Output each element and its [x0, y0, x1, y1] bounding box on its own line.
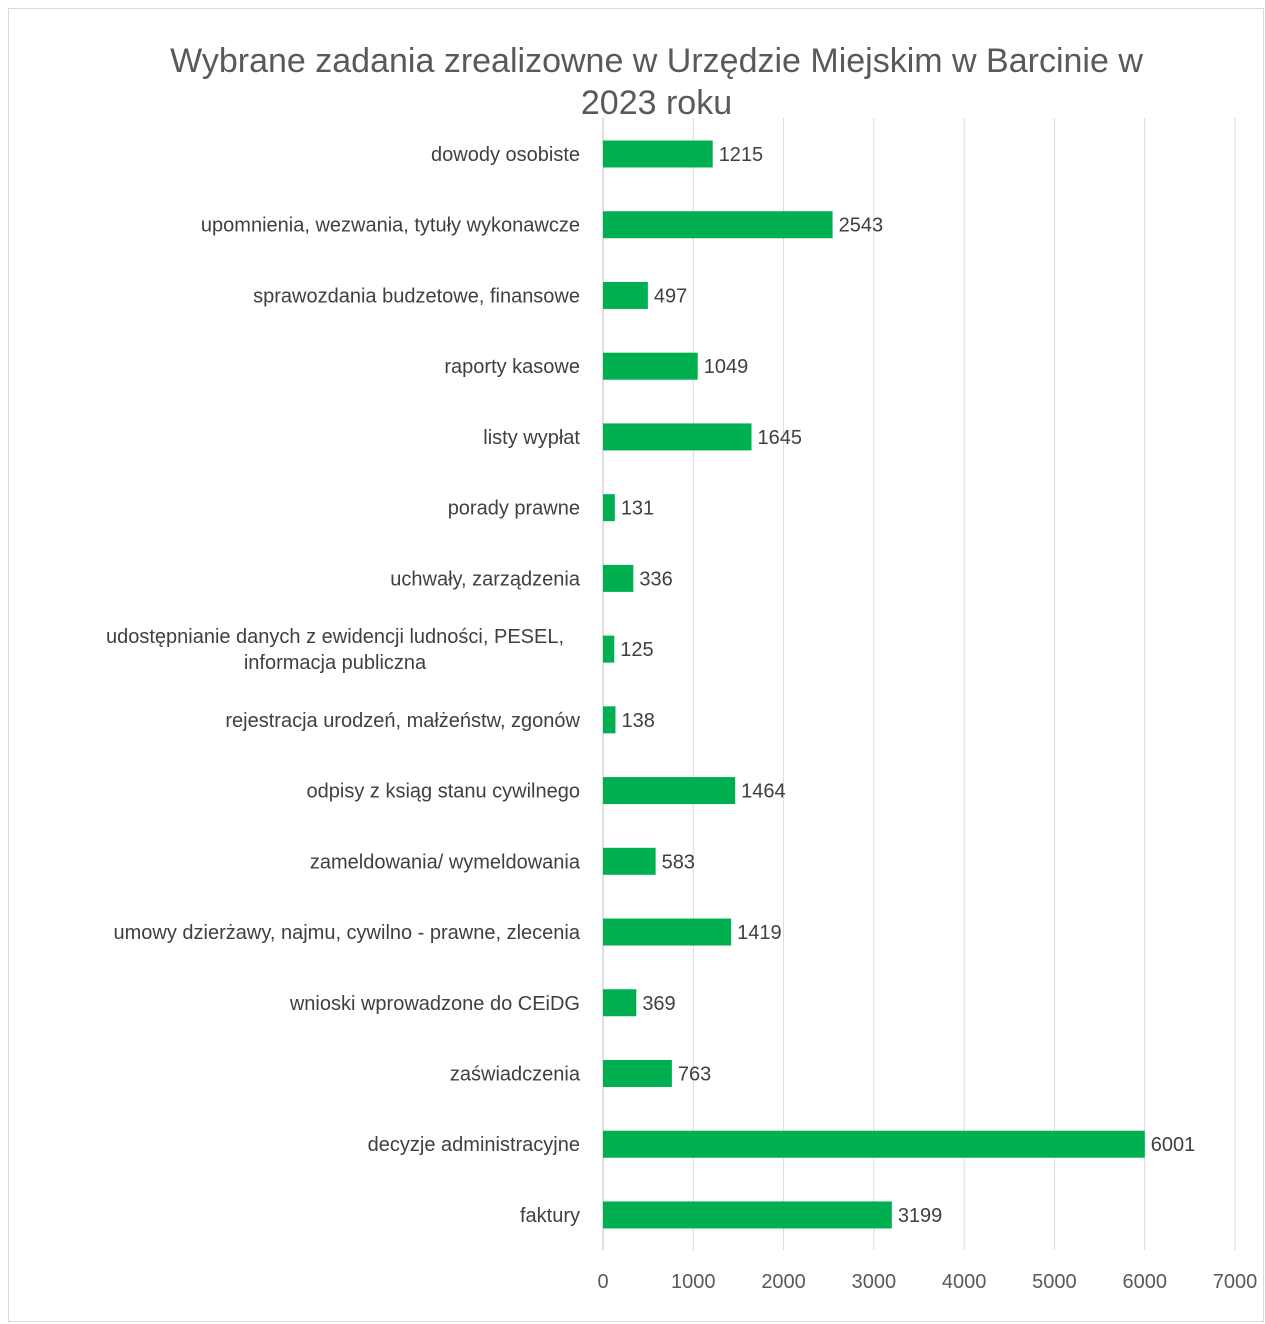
bar [603, 352, 698, 380]
data-label: 1419 [737, 922, 782, 944]
category-label: odpisy z ksiąg stanu cywilnego [307, 781, 580, 803]
bar [603, 706, 616, 734]
data-label: 3199 [898, 1205, 943, 1227]
bar [603, 1201, 892, 1229]
data-label: 1049 [704, 356, 749, 378]
x-tick-label: 1000 [671, 1271, 716, 1293]
category-label: dowody osobiste [431, 144, 580, 166]
data-label: 1645 [758, 427, 803, 449]
data-label: 1464 [741, 781, 786, 803]
x-tick-label: 3000 [852, 1271, 897, 1293]
bar [603, 847, 656, 875]
category-label: umowy dzierżawy, najmu, cywilno - prawne… [114, 922, 581, 944]
bar [603, 918, 732, 946]
data-label: 497 [654, 285, 687, 307]
data-label: 6001 [1151, 1134, 1196, 1156]
bar [603, 211, 833, 239]
category-label: udostępnianie danych z ewidencji ludnośc… [106, 626, 564, 648]
data-label: 1215 [719, 144, 764, 166]
category-label: informacja publiczna [244, 652, 427, 674]
data-label: 125 [620, 639, 653, 661]
bar [603, 635, 615, 663]
bar [603, 989, 637, 1017]
bar [603, 1130, 1145, 1158]
chart-title-line-2: 2023 roku [580, 84, 733, 122]
category-label: faktury [520, 1205, 580, 1227]
category-label: rejestracja urodzeń, małżeństw, zgonów [225, 710, 580, 732]
data-label: 336 [639, 568, 672, 590]
x-tick-label: 2000 [761, 1271, 806, 1293]
category-label: sprawozdania budzetowe, finansowe [253, 285, 580, 307]
bar [603, 281, 648, 309]
category-label: porady prawne [448, 498, 580, 520]
bar [603, 423, 752, 451]
category-label: listy wypłat [483, 427, 580, 449]
bar [603, 777, 736, 805]
category-label: wnioski wprowadzone do CEiDG [289, 993, 580, 1015]
x-tick-label: 5000 [1032, 1271, 1077, 1293]
data-label: 763 [678, 1063, 711, 1085]
category-label: uchwały, zarządzenia [390, 568, 581, 590]
category-label: upomnienia, wezwania, tytuły wykonawcze [201, 215, 580, 237]
category-label: decyzje administracyjne [368, 1134, 580, 1156]
x-tick-label: 6000 [1122, 1271, 1167, 1293]
data-label: 2543 [839, 215, 884, 237]
x-tick-label: 7000 [1213, 1271, 1258, 1293]
category-label: zaświadczenia [450, 1063, 581, 1085]
data-label: 138 [621, 710, 654, 732]
category-label: zameldowania/ wymeldowania [310, 851, 581, 873]
data-label: 131 [621, 498, 654, 520]
data-label: 583 [662, 851, 695, 873]
chart-title-line-1: Wybrane zadania zrealizowne w Urzędzie M… [170, 42, 1143, 80]
data-label: 369 [642, 993, 675, 1015]
x-tick-label: 0 [597, 1271, 608, 1293]
bar [603, 1059, 672, 1087]
bar [603, 494, 615, 522]
x-tick-label: 4000 [942, 1271, 987, 1293]
bar [603, 564, 634, 592]
chart-title: Wybrane zadania zrealizowne w Urzędzie M… [0, 40, 1265, 124]
bar [603, 140, 713, 168]
category-label: raporty kasowe [444, 356, 580, 378]
